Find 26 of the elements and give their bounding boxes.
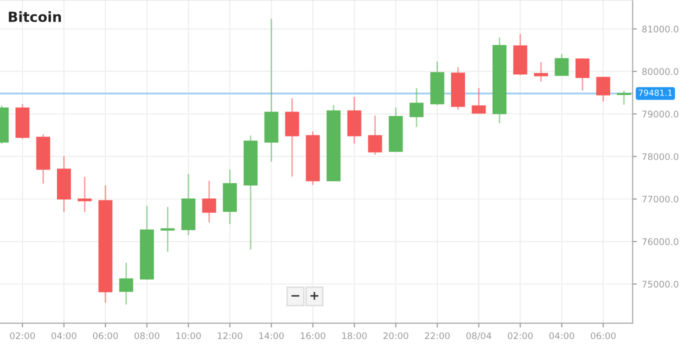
ref-line-label: 79481.1 — [638, 90, 672, 96]
x-tick-label: 10:00 — [176, 332, 201, 340]
y-tick-label: 78000.0 — [642, 153, 678, 160]
text: Bitcoin — [8, 11, 61, 22]
annotation: − — [292, 295, 300, 297]
x-tick-label: 02:00 — [10, 332, 35, 340]
x-tick-label: 06:00 — [590, 332, 616, 340]
x-tick-label: 04:00 — [549, 332, 574, 340]
x-tick-label: 08/04 — [466, 332, 492, 340]
x-tick-label: 18:00 — [342, 332, 367, 340]
y-tick-label: 79000.0 — [642, 110, 678, 118]
y-tick-label: 80000.0 — [642, 68, 678, 75]
y-tick-label: 75000.0 — [642, 280, 678, 288]
x-tick-label: 08:00 — [134, 332, 160, 340]
x-tick-label: 06:00 — [93, 332, 118, 340]
y-tick-label: 76000.0 — [642, 238, 678, 246]
x-tick-label: 14:00 — [259, 332, 284, 340]
x-tick-label: 22:00 — [424, 332, 450, 340]
x-tick-label: 02:00 — [508, 332, 533, 340]
x-tick-label: 04:00 — [52, 332, 76, 340]
annotation: + — [310, 292, 318, 300]
y-tick-label: 77000.0 — [642, 196, 678, 203]
y-tick-label: 81000.0 — [642, 26, 678, 32]
x-tick-label: 20:00 — [383, 332, 408, 340]
x-tick-label: 16:00 — [300, 332, 326, 340]
x-tick-label: 12:00 — [218, 332, 242, 340]
